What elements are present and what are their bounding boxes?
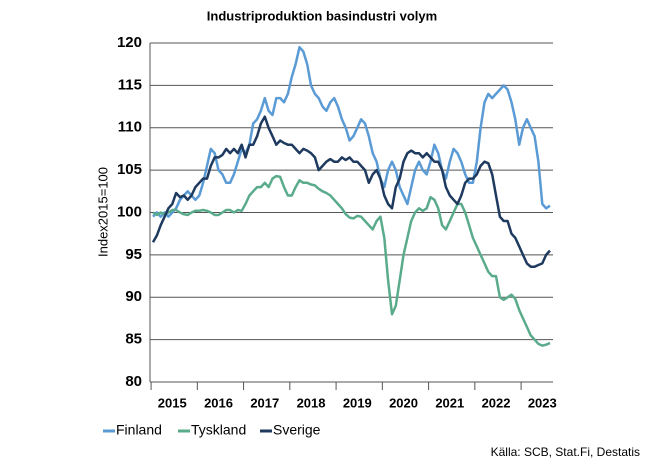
x-tick-label: 2017: [250, 395, 279, 410]
y-tick-label: 85: [125, 331, 142, 348]
x-tick-label: 2021: [435, 395, 464, 410]
source-note: Källa: SCB, Stat.Fi, Destatis: [491, 445, 640, 459]
legend-label: Tyskland: [191, 422, 246, 438]
chart-title: Industriproduktion basindustri volym: [207, 8, 437, 23]
y-tick-label: 120: [117, 34, 142, 51]
x-tick-label: 2018: [297, 395, 326, 410]
y-tick-label: 105: [117, 161, 142, 178]
x-tick-label: 2022: [482, 395, 511, 410]
x-tick-label: 2020: [389, 395, 418, 410]
y-tick-label: 90: [125, 288, 142, 305]
y-tick-label: 100: [117, 203, 142, 220]
y-tick-label: 110: [118, 119, 142, 136]
y-tick-label: 80: [125, 373, 142, 390]
series-line: [152, 45, 551, 218]
legend-label: Finland: [116, 422, 162, 438]
series-line: [152, 174, 551, 347]
x-tick-label: 2016: [204, 395, 233, 410]
x-tick-label: 2023: [528, 395, 557, 410]
x-tick-label: 2015: [158, 395, 187, 410]
x-tick-label: 2019: [343, 395, 372, 410]
series-line: [151, 115, 551, 268]
y-tick-label: 95: [125, 246, 142, 263]
y-axis-label: Index2015=100: [95, 167, 110, 257]
legend-label: Sverige: [273, 422, 321, 438]
y-tick-label: 115: [118, 76, 142, 93]
